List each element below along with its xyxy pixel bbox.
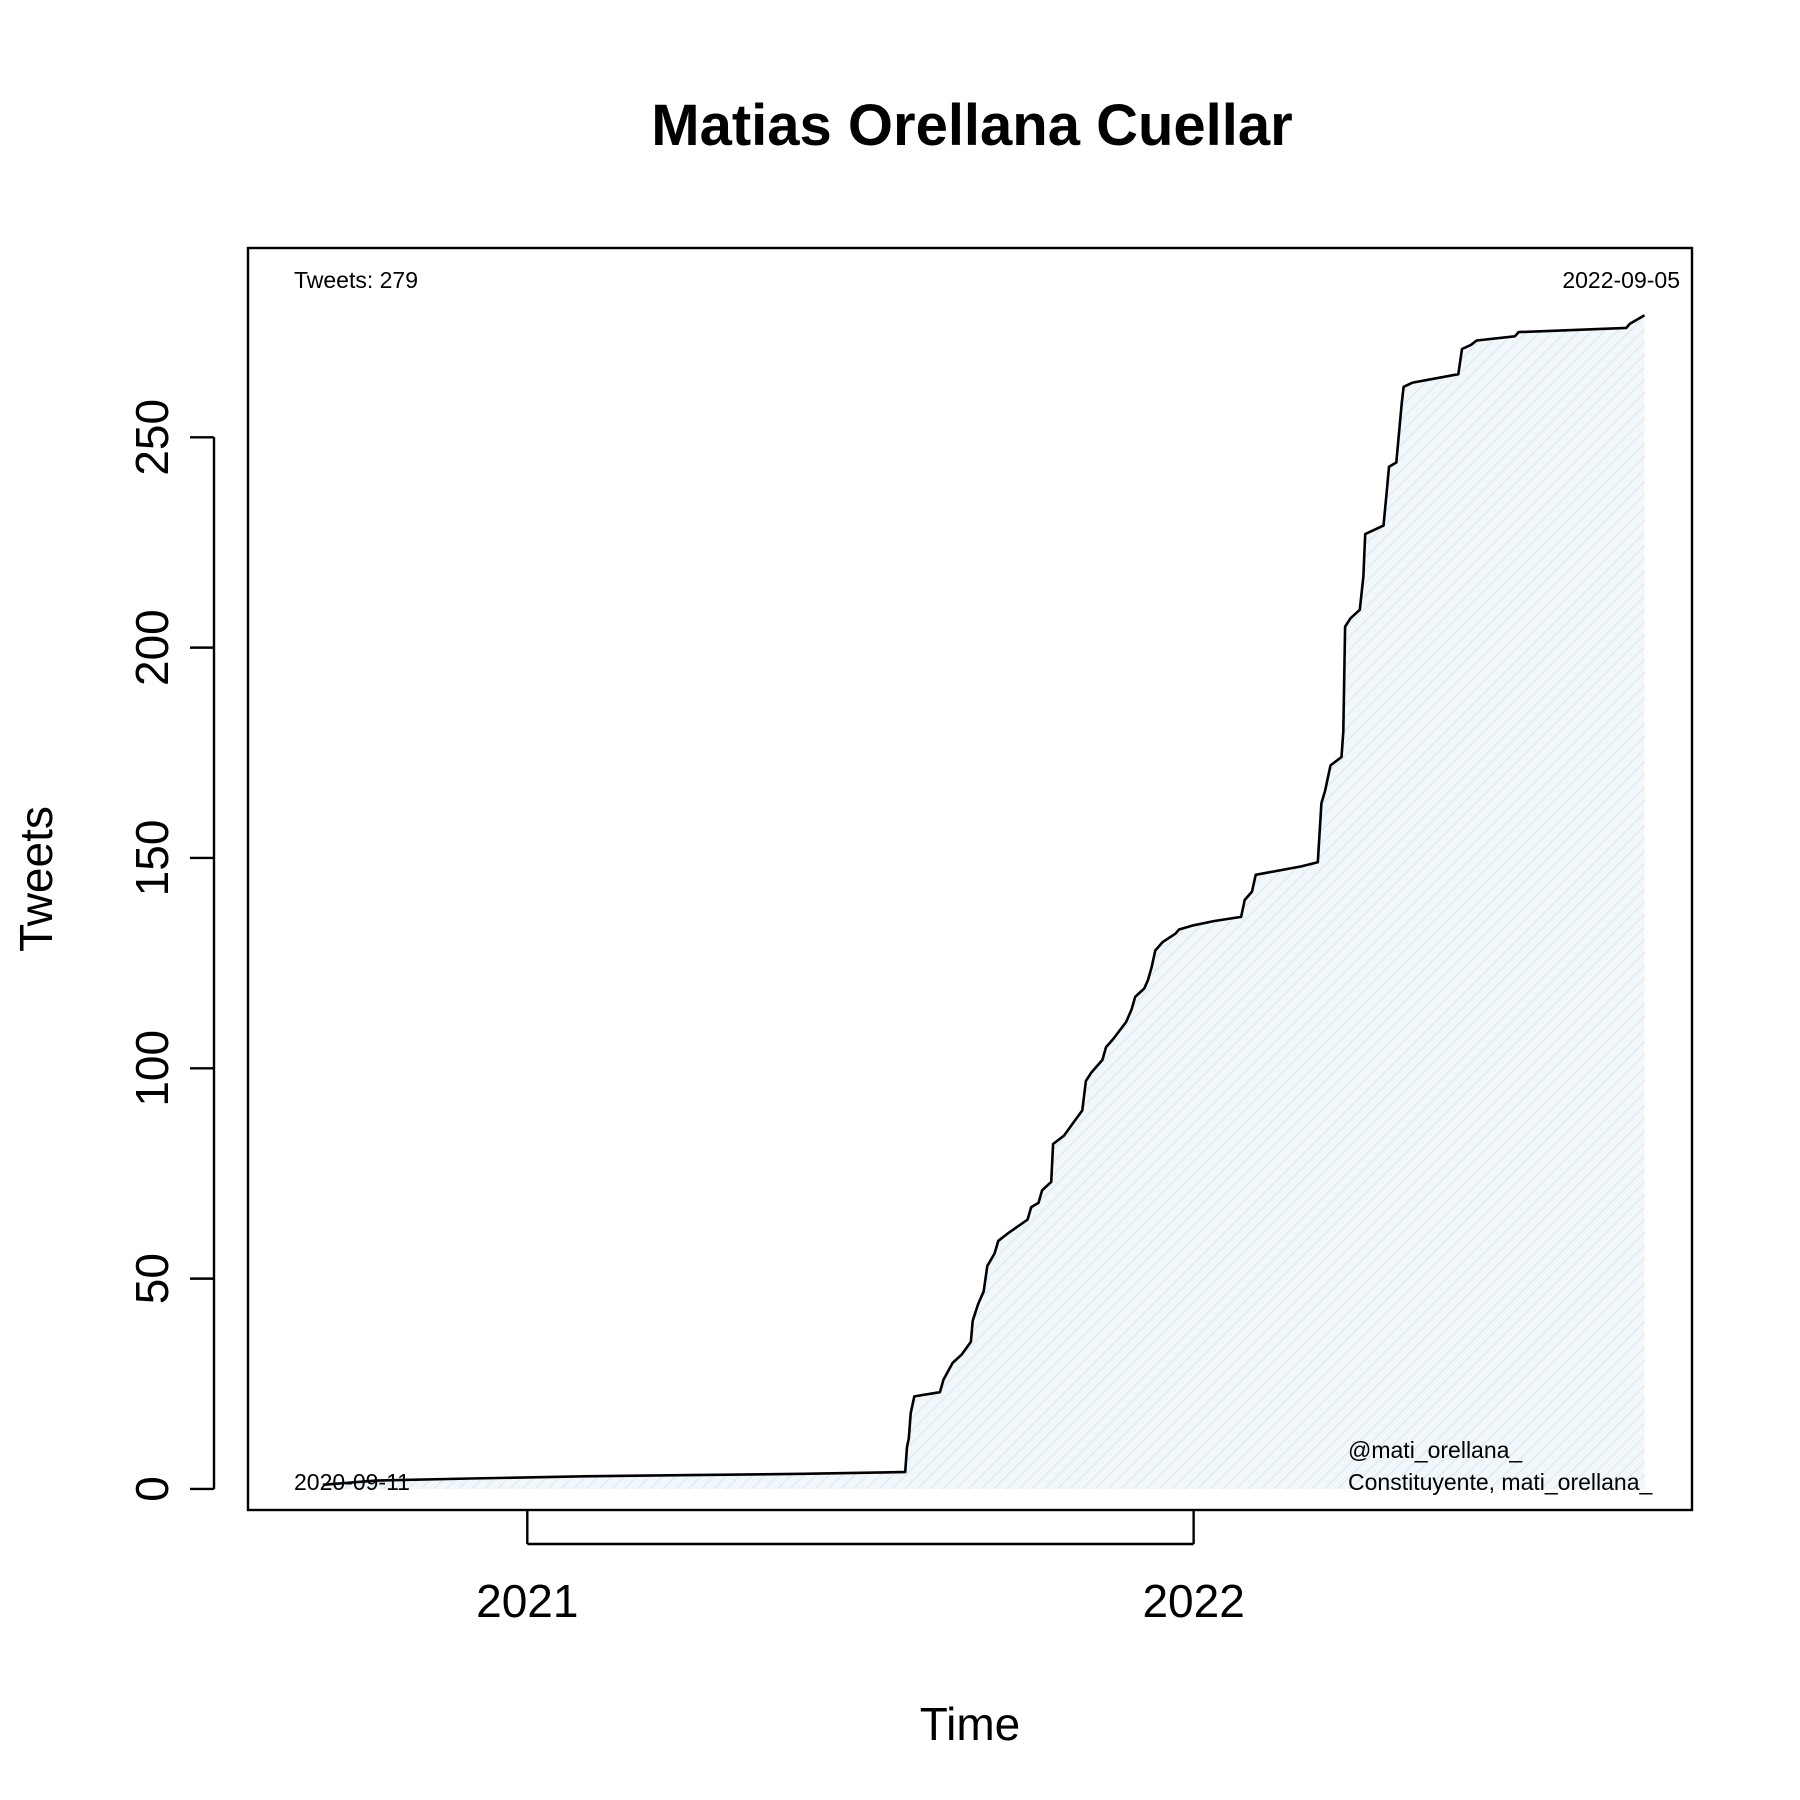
x-tick-label: 2021 (476, 1575, 578, 1627)
y-tick-label: 100 (126, 1030, 178, 1107)
tweet-count-note: Tweets: 279 (294, 267, 418, 293)
y-axis: 0 50 100 150 200 250 (126, 399, 216, 1502)
start-date-note: 2020-09-11 (294, 1469, 410, 1495)
cumulative-tweets-line (322, 314, 1646, 1487)
cumulative-area-hatch (322, 315, 1645, 1489)
x-axis-label: Time (920, 1698, 1021, 1750)
y-tick-label: 50 (126, 1253, 178, 1304)
plot-frame (246, 246, 1694, 1512)
end-date-note: 2022-09-05 (1562, 267, 1680, 293)
y-tick-label: 200 (126, 609, 178, 686)
y-tick-label: 0 (126, 1476, 178, 1502)
x-tick-label: 2022 (1142, 1575, 1244, 1627)
handle-note: @mati_orellana_ (1348, 1437, 1523, 1463)
y-axis-label: Tweets (10, 806, 62, 952)
x-axis: 2021 2022 (476, 1510, 1245, 1627)
plot-area (322, 314, 1646, 1489)
description-note: Constituyente, mati_orellana_ (1348, 1469, 1653, 1495)
chart-title: Matias Orellana Cuellar (651, 93, 1292, 158)
y-tick-label: 150 (126, 820, 178, 897)
y-tick-label: 250 (126, 399, 178, 476)
